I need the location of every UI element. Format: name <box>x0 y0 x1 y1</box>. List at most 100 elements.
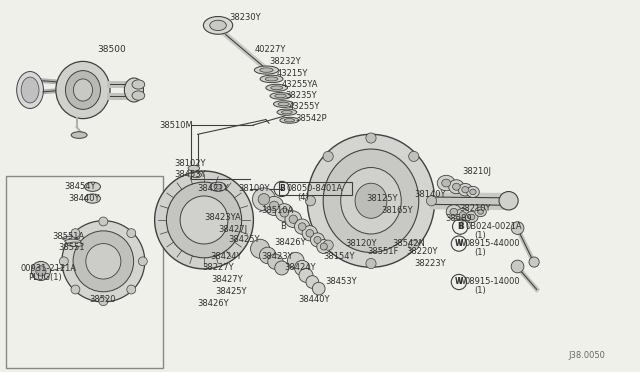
Ellipse shape <box>210 20 227 31</box>
Circle shape <box>71 285 80 294</box>
Circle shape <box>287 252 304 269</box>
Circle shape <box>312 282 325 295</box>
Circle shape <box>60 257 68 266</box>
Text: 38551A: 38551A <box>52 232 84 241</box>
Text: 38542N: 38542N <box>393 239 426 248</box>
Text: 0B024-0021A: 0B024-0021A <box>465 222 522 231</box>
Text: 43215Y: 43215Y <box>276 68 308 77</box>
Circle shape <box>31 262 51 280</box>
Circle shape <box>409 151 419 161</box>
Circle shape <box>302 226 317 241</box>
Ellipse shape <box>74 79 93 101</box>
Ellipse shape <box>452 183 460 190</box>
Text: 38210J: 38210J <box>463 167 492 176</box>
Circle shape <box>99 217 108 226</box>
Ellipse shape <box>446 205 461 219</box>
Circle shape <box>138 257 147 266</box>
Text: 38210Y: 38210Y <box>459 203 490 213</box>
Circle shape <box>529 257 540 267</box>
Ellipse shape <box>467 186 479 198</box>
Circle shape <box>298 223 306 230</box>
Text: 38425Y: 38425Y <box>216 287 247 296</box>
Ellipse shape <box>191 172 202 178</box>
Text: 38120Y: 38120Y <box>346 239 377 248</box>
Text: 38423Y: 38423Y <box>261 252 293 262</box>
Circle shape <box>36 266 46 276</box>
Ellipse shape <box>271 86 283 90</box>
Ellipse shape <box>340 167 401 234</box>
Ellipse shape <box>355 183 387 218</box>
Ellipse shape <box>84 194 100 203</box>
Ellipse shape <box>468 214 475 220</box>
Ellipse shape <box>84 182 100 191</box>
Ellipse shape <box>260 75 283 83</box>
Ellipse shape <box>270 93 291 99</box>
Ellipse shape <box>180 196 228 244</box>
Ellipse shape <box>210 182 226 191</box>
Circle shape <box>314 237 321 243</box>
Circle shape <box>252 188 275 211</box>
Text: 43255Y: 43255Y <box>288 103 319 112</box>
Text: 38125Y: 38125Y <box>366 194 397 203</box>
Ellipse shape <box>307 134 435 267</box>
Text: 38423YA: 38423YA <box>204 213 241 222</box>
Ellipse shape <box>465 211 478 222</box>
Text: 38589: 38589 <box>445 214 472 223</box>
Text: W: W <box>455 278 463 286</box>
Text: 43255YA: 43255YA <box>282 80 318 89</box>
Circle shape <box>269 201 279 211</box>
Ellipse shape <box>214 185 222 189</box>
Ellipse shape <box>499 192 518 210</box>
Circle shape <box>275 204 293 221</box>
Circle shape <box>323 151 333 161</box>
Ellipse shape <box>65 239 81 244</box>
Bar <box>6 176 163 368</box>
Text: 38551F: 38551F <box>367 247 399 256</box>
Ellipse shape <box>458 183 472 196</box>
Circle shape <box>127 285 136 294</box>
Ellipse shape <box>132 91 145 100</box>
Ellipse shape <box>266 84 287 91</box>
Ellipse shape <box>204 16 233 34</box>
Ellipse shape <box>442 179 451 187</box>
Ellipse shape <box>462 186 468 193</box>
Ellipse shape <box>21 77 39 103</box>
Text: (1): (1) <box>474 286 486 295</box>
Text: 38453Y: 38453Y <box>175 170 206 179</box>
Text: 08050-8401A: 08050-8401A <box>287 185 343 193</box>
Ellipse shape <box>166 182 242 258</box>
Circle shape <box>264 196 284 215</box>
Ellipse shape <box>17 71 44 109</box>
Text: 38421Y: 38421Y <box>198 185 229 193</box>
Text: 38440Y: 38440Y <box>68 194 100 203</box>
Ellipse shape <box>460 212 467 218</box>
Text: W: W <box>455 239 463 248</box>
Ellipse shape <box>275 94 286 98</box>
Text: 38454Y: 38454Y <box>64 182 95 191</box>
Circle shape <box>306 276 319 288</box>
Circle shape <box>511 222 524 234</box>
Ellipse shape <box>323 149 419 253</box>
Ellipse shape <box>456 209 470 221</box>
Ellipse shape <box>280 117 299 123</box>
Circle shape <box>366 259 376 269</box>
Ellipse shape <box>450 208 458 215</box>
Circle shape <box>306 230 314 237</box>
Circle shape <box>294 260 310 276</box>
Circle shape <box>250 239 269 258</box>
Circle shape <box>258 193 269 205</box>
Text: 38424Y: 38424Y <box>211 252 242 262</box>
Circle shape <box>310 233 324 247</box>
Text: 38426Y: 38426Y <box>274 238 306 247</box>
Text: 38542P: 38542P <box>296 114 328 123</box>
Text: 38100Y: 38100Y <box>239 185 270 193</box>
Text: 38425Y: 38425Y <box>228 235 260 244</box>
Circle shape <box>426 196 436 206</box>
Text: B: B <box>458 222 463 231</box>
Text: B: B <box>280 222 286 231</box>
Ellipse shape <box>155 171 253 269</box>
Text: W: W <box>458 239 466 248</box>
Ellipse shape <box>71 132 87 138</box>
Circle shape <box>280 208 289 217</box>
Text: 38232Y: 38232Y <box>269 57 301 66</box>
